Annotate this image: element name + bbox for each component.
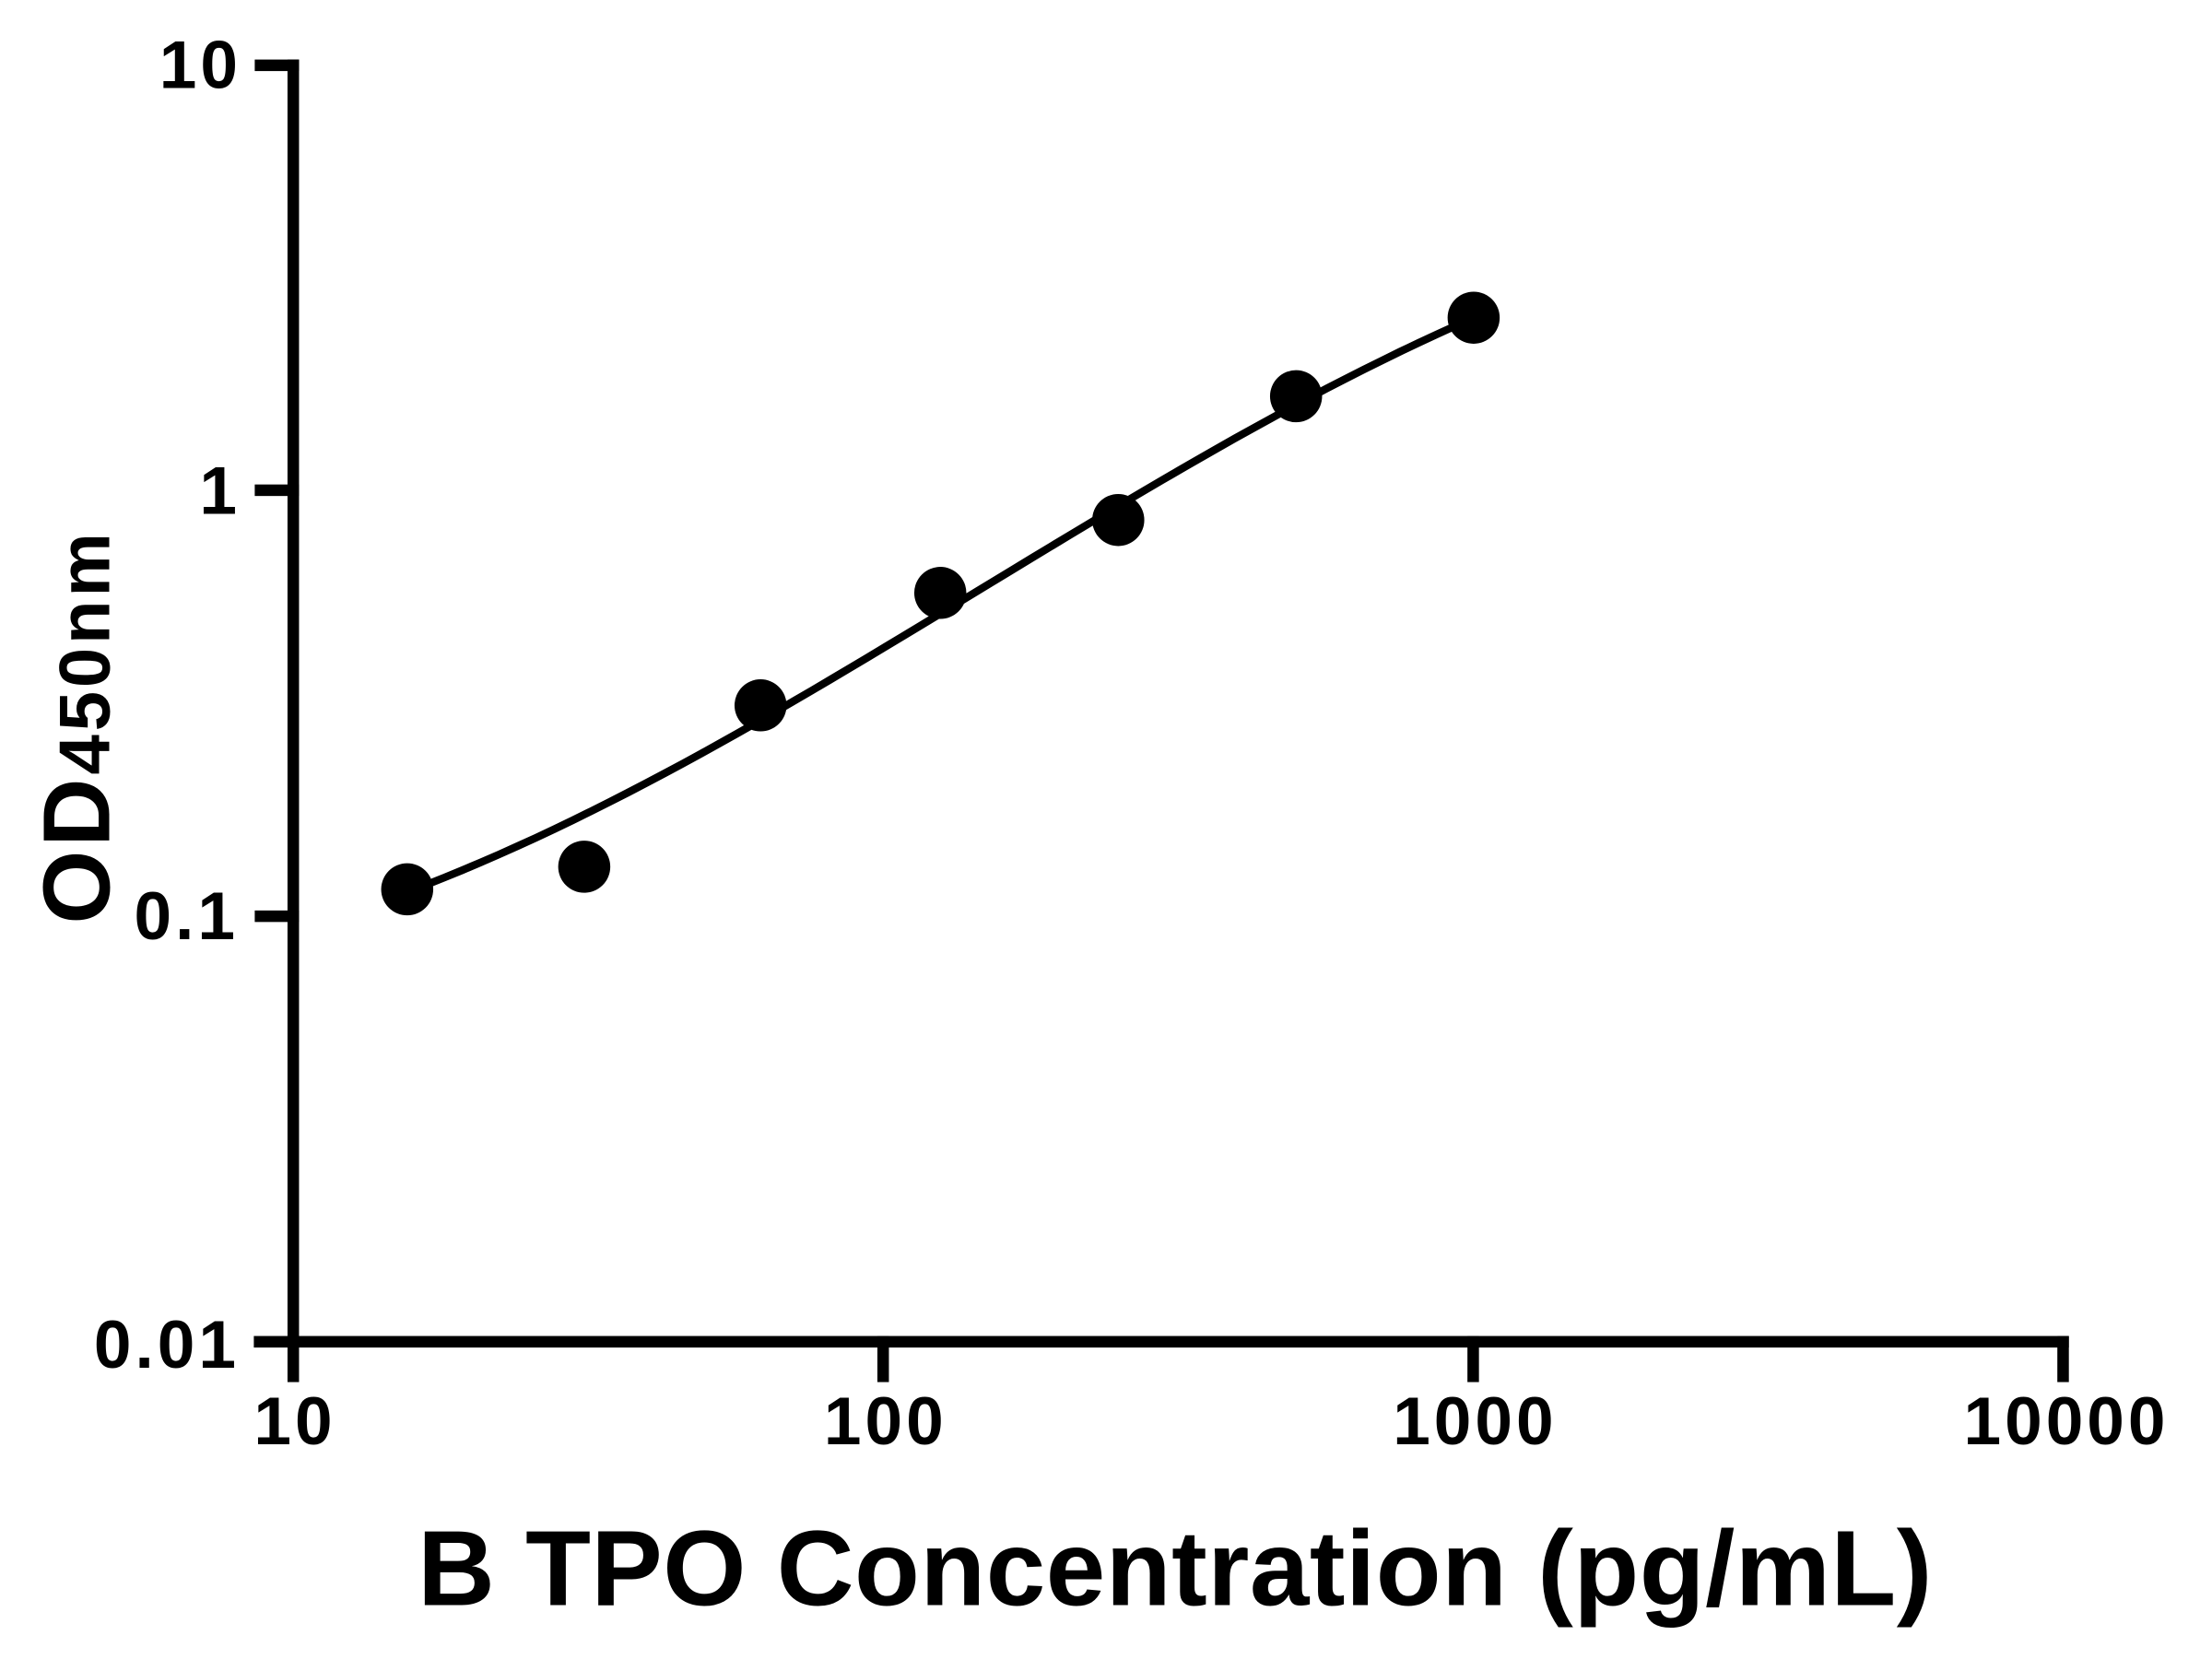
- svg-text:10: 10: [253, 1384, 335, 1459]
- svg-text:10: 10: [159, 29, 241, 103]
- svg-text:0.01: 0.01: [94, 1308, 240, 1382]
- svg-text:10000: 10000: [1964, 1384, 2170, 1459]
- svg-text:0.1: 0.1: [135, 879, 239, 954]
- svg-text:1000: 1000: [1393, 1384, 1557, 1459]
- svg-text:1: 1: [199, 453, 237, 528]
- svg-text:100: 100: [824, 1384, 947, 1459]
- svg-text:B TPO Concentration (pg/mL): B TPO Concentration (pg/mL): [418, 1509, 1933, 1629]
